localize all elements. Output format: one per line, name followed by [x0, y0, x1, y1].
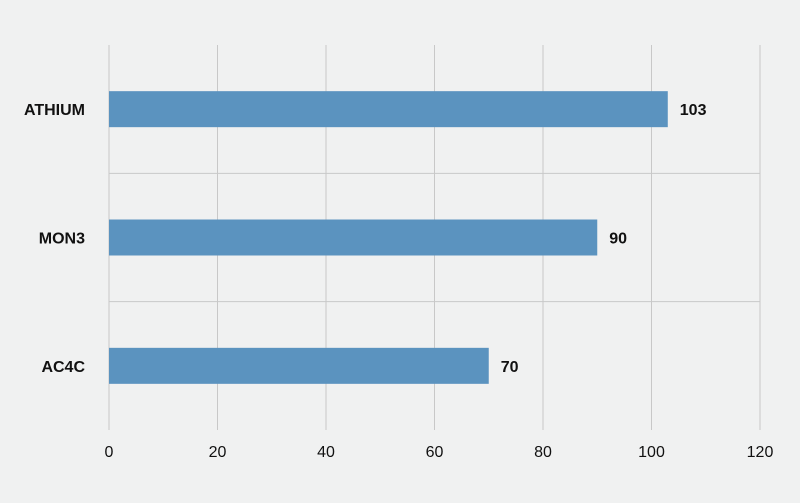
- x-tick-label: 60: [426, 444, 444, 461]
- x-tick-label: 40: [317, 444, 335, 461]
- category-label: MON3: [39, 231, 85, 248]
- bar-mon3: [109, 219, 598, 256]
- bar-ac4c: [109, 347, 489, 384]
- data-label: 90: [609, 231, 627, 248]
- x-tick-label: 0: [105, 444, 114, 461]
- x-tick-label: 100: [638, 444, 665, 461]
- x-tick-label: 20: [209, 444, 227, 461]
- x-tick-label: 80: [534, 444, 552, 461]
- category-label: AC4C: [41, 359, 85, 376]
- category-label: ATHIUM: [24, 102, 85, 119]
- x-tick-label: 120: [747, 444, 774, 461]
- data-label: 70: [501, 359, 519, 376]
- label-layer: 0 20 40 60 80 100 120 ATHIUM 103 MON3 90 AC4C 70: [24, 102, 773, 461]
- bar-layer: [109, 91, 668, 384]
- bar-athium: [109, 91, 668, 128]
- data-label: 103: [680, 102, 707, 119]
